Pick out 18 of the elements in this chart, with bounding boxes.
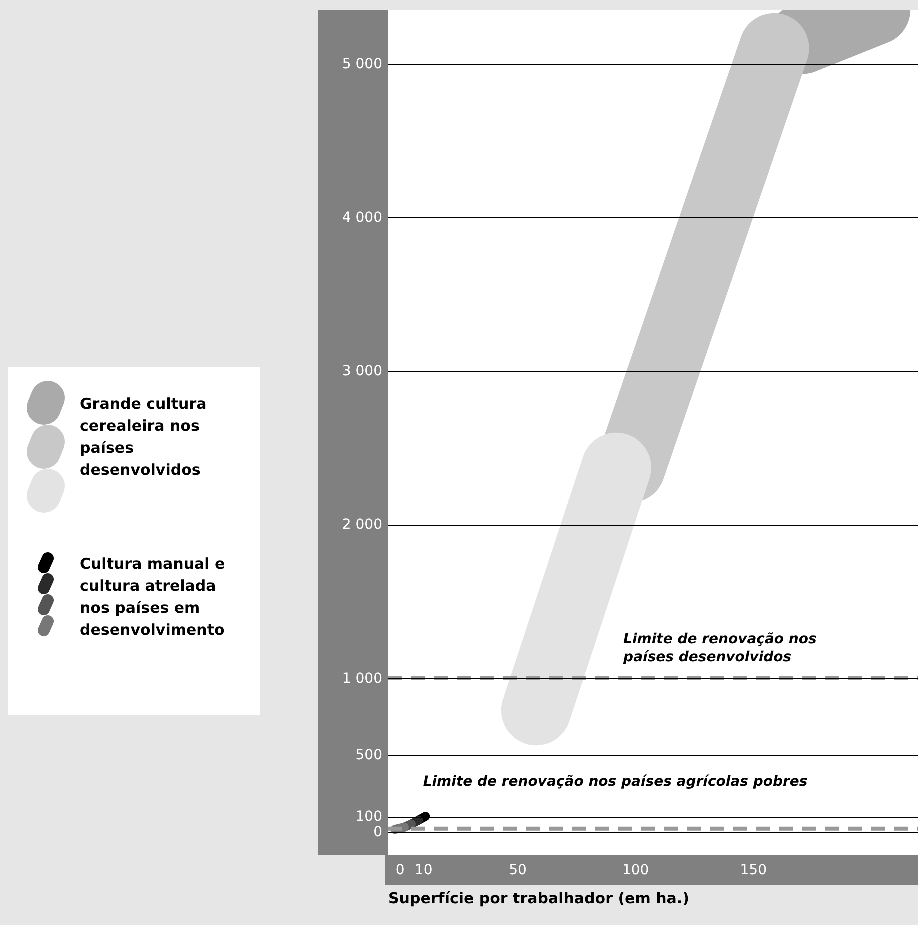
y-tick-label: 100: [356, 809, 382, 826]
y-tick-label: 3 000: [342, 364, 382, 380]
x-tick-label: 0: [396, 862, 405, 878]
x-tick-label: 100: [622, 862, 650, 878]
legend-label: Cultura manual e cultura atrelada nos países em desenvolvimento: [80, 555, 226, 639]
x-tick-label: 10: [414, 862, 433, 878]
y-tick-label: 4 000: [342, 210, 382, 226]
y-tick-label: 0: [374, 824, 382, 840]
ref-line-label: Limite de renovação nos países agrícolas pobres: [423, 774, 808, 790]
legend-label: Grande cultura cerealeira nos países desenvolvidos: [80, 395, 207, 479]
y-tick-label: 1 000: [342, 670, 382, 687]
y-tick-label: 500: [356, 748, 382, 764]
ref-line-label: Limite de renovação nos países desenvolvidos: [622, 631, 817, 666]
x-axis-title: Superfície por trabalhador (em ha.): [388, 890, 690, 908]
x-tick-label: 50: [509, 862, 527, 878]
y-tick-label: 5 000: [342, 56, 382, 72]
y-tick-label: 2 000: [342, 517, 382, 534]
x-tick-label: 150: [740, 862, 767, 878]
